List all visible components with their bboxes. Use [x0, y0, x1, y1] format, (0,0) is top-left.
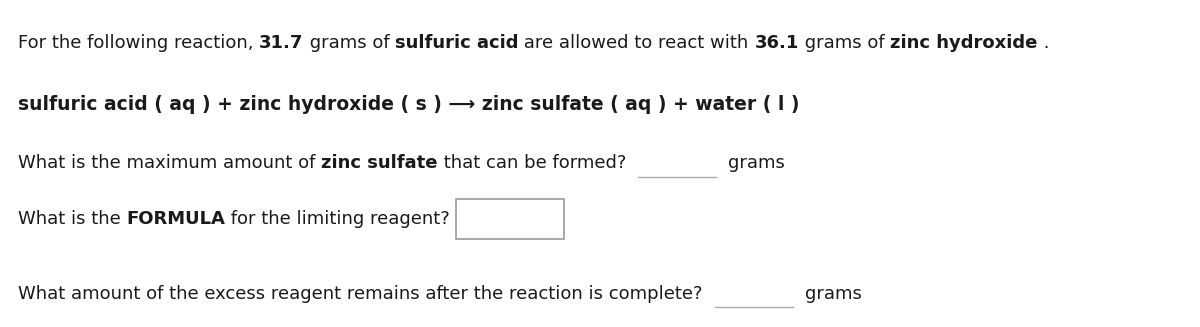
- Text: grams of: grams of: [304, 33, 395, 52]
- Text: FORMULA: FORMULA: [126, 210, 226, 228]
- Text: sulfuric acid: sulfuric acid: [395, 33, 518, 52]
- Text: that can be formed?: that can be formed?: [438, 154, 626, 173]
- Text: What is the maximum amount of: What is the maximum amount of: [18, 154, 322, 173]
- Text: What amount of the excess reagent remains after the reaction is complete?: What amount of the excess reagent remain…: [18, 285, 702, 303]
- Text: are allowed to react with: are allowed to react with: [518, 33, 755, 52]
- Text: for the limiting reagent?: for the limiting reagent?: [226, 210, 450, 228]
- Text: grams of: grams of: [799, 33, 890, 52]
- Text: sulfuric acid ( aq ) + zinc hydroxide ( s ) ⟶ zinc sulfate ( aq ) + water ( l ): sulfuric acid ( aq ) + zinc hydroxide ( …: [18, 95, 799, 114]
- Text: 36.1: 36.1: [755, 33, 799, 52]
- Text: grams: grams: [728, 154, 785, 173]
- Text: For the following reaction,: For the following reaction,: [18, 33, 259, 52]
- Text: grams: grams: [804, 285, 862, 303]
- Bar: [456, 199, 564, 239]
- Text: zinc sulfate: zinc sulfate: [322, 154, 438, 173]
- Text: .: .: [1038, 33, 1049, 52]
- Text: zinc hydroxide: zinc hydroxide: [890, 33, 1038, 52]
- Text: 31.7: 31.7: [259, 33, 304, 52]
- Text: What is the: What is the: [18, 210, 126, 228]
